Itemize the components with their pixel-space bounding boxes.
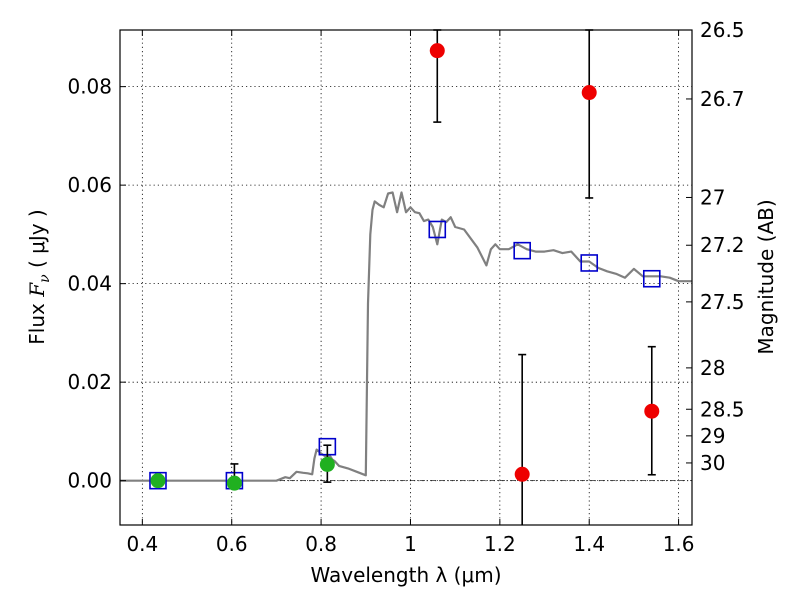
- model-photometry-square: [428, 220, 447, 239]
- x-tick-label: 1.2: [484, 532, 516, 556]
- y2-tick-label: 28.5: [700, 397, 745, 421]
- x-tick-label: 0.4: [126, 532, 158, 556]
- y-axis-label-math: F: [25, 282, 49, 298]
- y2-tick-label: 26.5: [700, 18, 745, 42]
- model-photometry-square: [642, 269, 661, 288]
- y2-tick-label: 27: [700, 185, 725, 209]
- y2-tick-label: 27.2: [700, 233, 745, 257]
- measured-flux-point: [226, 475, 242, 491]
- tick-layer: 0.4 0.6 0.8 1 1.2 1.4 1.6 0.00 0.02 0.04 0.06 0.08 2…: [67, 18, 744, 556]
- measured-flux-point: [319, 456, 335, 472]
- measured-flux-point: [514, 466, 530, 482]
- y2-tick-label: 30: [700, 451, 725, 475]
- data-layer: [120, 29, 692, 525]
- y-axis-label-subscript: ν: [37, 274, 53, 283]
- y-tick-label: 0.08: [67, 75, 112, 99]
- x-tick-label: 0.6: [216, 532, 248, 556]
- sed-model-line: [120, 191, 692, 482]
- x-axis-label: Wavelength λ (μm): [310, 563, 501, 587]
- model-photometry-square: [580, 254, 599, 272]
- y2-axis-label: Magnitude (AB): [754, 199, 778, 354]
- x-tick-label: 1: [404, 532, 417, 556]
- measured-flux-point: [150, 473, 166, 489]
- y-axis-label-unit: ( μJy ): [25, 209, 49, 274]
- x-tick-label: 0.8: [305, 532, 337, 556]
- measured-flux-point: [581, 85, 597, 101]
- y-tick-label: 0.04: [67, 272, 112, 296]
- y-axis-label-prefix: Flux: [25, 297, 49, 345]
- y2-tick-label: 29: [700, 424, 725, 448]
- x-tick-label: 1.4: [573, 532, 605, 556]
- grid-layer: [120, 30, 692, 525]
- y-tick-label: 0.00: [67, 469, 112, 493]
- y-axis-label: Flux Fν ( μJy ): [25, 209, 53, 344]
- measured-flux-point: [429, 43, 445, 59]
- x-tick-label: 1.6: [663, 532, 695, 556]
- model-photometry-square: [149, 471, 167, 490]
- model-photometry-square: [513, 241, 531, 260]
- y2-tick-label: 28: [700, 356, 725, 380]
- y-tick-label: 0.02: [67, 370, 112, 394]
- plot-frame: [119, 29, 693, 526]
- y2-tick-label: 27.5: [700, 290, 745, 314]
- measured-flux-point: [644, 403, 660, 419]
- y2-tick-label: 26.7: [700, 87, 745, 111]
- y-tick-label: 0.06: [67, 173, 112, 197]
